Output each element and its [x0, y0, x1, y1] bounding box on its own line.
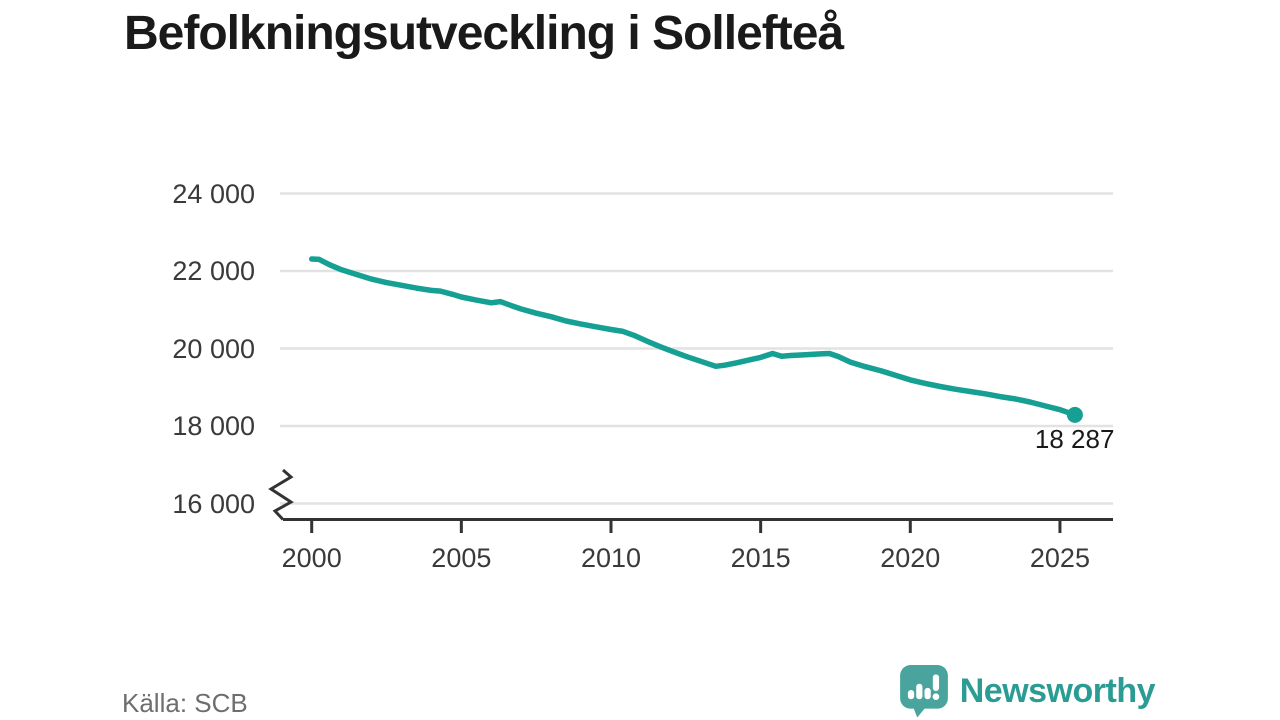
end-value-label: 18 287 — [1034, 423, 1115, 454]
x-tick-label: 2010 — [580, 543, 642, 573]
y-tick-label: 16 000 — [172, 488, 255, 519]
chart-title: Befolkningsutveckling i Sollefteå — [124, 7, 844, 60]
y-tick-label: 20 000 — [172, 333, 255, 364]
y-tick-label: 22 000 — [172, 256, 255, 286]
y-tick-label: 24 000 — [172, 178, 255, 209]
x-tick-label: 2005 — [431, 543, 492, 573]
axis-break-icon — [268, 468, 294, 521]
y-tick-label: 18 000 — [172, 411, 255, 441]
newsworthy-logo-icon — [899, 665, 948, 718]
x-tick-label: 2015 — [730, 543, 791, 573]
x-tick-label: 2000 — [281, 543, 342, 573]
population-line — [308, 256, 1078, 418]
newsworthy-wordmark: Newsworthy — [959, 671, 1156, 710]
newsworthy-branding: Newsworthy — [899, 664, 1156, 718]
end-point-marker — [1066, 406, 1083, 423]
x-tick-label: 2020 — [880, 543, 941, 573]
source-label: Källa: SCB — [122, 688, 248, 718]
x-tick-label: 2025 — [1029, 543, 1090, 573]
